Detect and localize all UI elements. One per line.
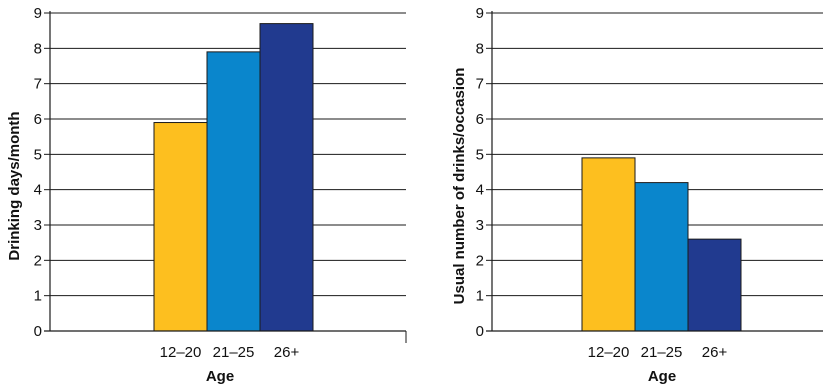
right-y-tick-label: 0: [476, 323, 484, 340]
left-y-tick-label: 5: [34, 146, 42, 163]
left-y-tick-label: 2: [34, 252, 42, 269]
right-bar-2: [687, 238, 742, 332]
right-x-tick-label: 26+: [702, 344, 728, 361]
right-y-tick-label: 6: [476, 111, 484, 128]
left-panel-chart: Drinking days/month Age 0 1 2 3 4 5 6 7 8 9 12–20 2…: [6, 5, 407, 385]
right-panel-chart: Usual number of drinks/occasion Age 0 1 2 3…: [451, 5, 823, 385]
left-bar-1: [206, 51, 261, 332]
right-y-tick-label: 4: [476, 182, 484, 199]
right-bar-1: [634, 182, 689, 332]
left-y-tick-label: 7: [34, 76, 42, 93]
right-x-tick-label: 21–25: [641, 344, 683, 361]
left-x-axis-title: Age: [206, 368, 234, 385]
right-x-tick-label: 12–20: [588, 344, 630, 361]
left-x-tick-label: 21–25: [213, 344, 255, 361]
left-x-tick-label: 26+: [274, 344, 300, 361]
left-bar-0: [153, 122, 208, 332]
right-y-tick-label: 3: [476, 217, 484, 234]
left-bar-2: [259, 23, 314, 332]
left-y-tick-label: 0: [34, 323, 42, 340]
right-x-axis-title: Age: [648, 368, 676, 385]
right-y-tick-label: 7: [476, 76, 484, 93]
right-y-tick-label: 9: [476, 5, 484, 22]
left-y-tick-label: 4: [34, 182, 42, 199]
right-y-axis-title: Usual number of drinks/occasion: [451, 68, 468, 305]
left-y-tick-label: 1: [34, 288, 42, 305]
left-y-tick-label: 8: [34, 40, 42, 57]
left-y-tick-label: 6: [34, 111, 42, 128]
left-y-axis-title: Drinking days/month: [6, 111, 23, 260]
right-bar-0: [581, 157, 636, 332]
right-y-tick-label: 8: [476, 40, 484, 57]
left-x-tick-label: 12–20: [160, 344, 202, 361]
left-y-tick-label: 9: [34, 5, 42, 22]
right-y-tick-label: 2: [476, 252, 484, 269]
right-y-tick-label: 1: [476, 288, 484, 305]
left-y-tick-label: 3: [34, 217, 42, 234]
right-y-tick-label: 5: [476, 146, 484, 163]
